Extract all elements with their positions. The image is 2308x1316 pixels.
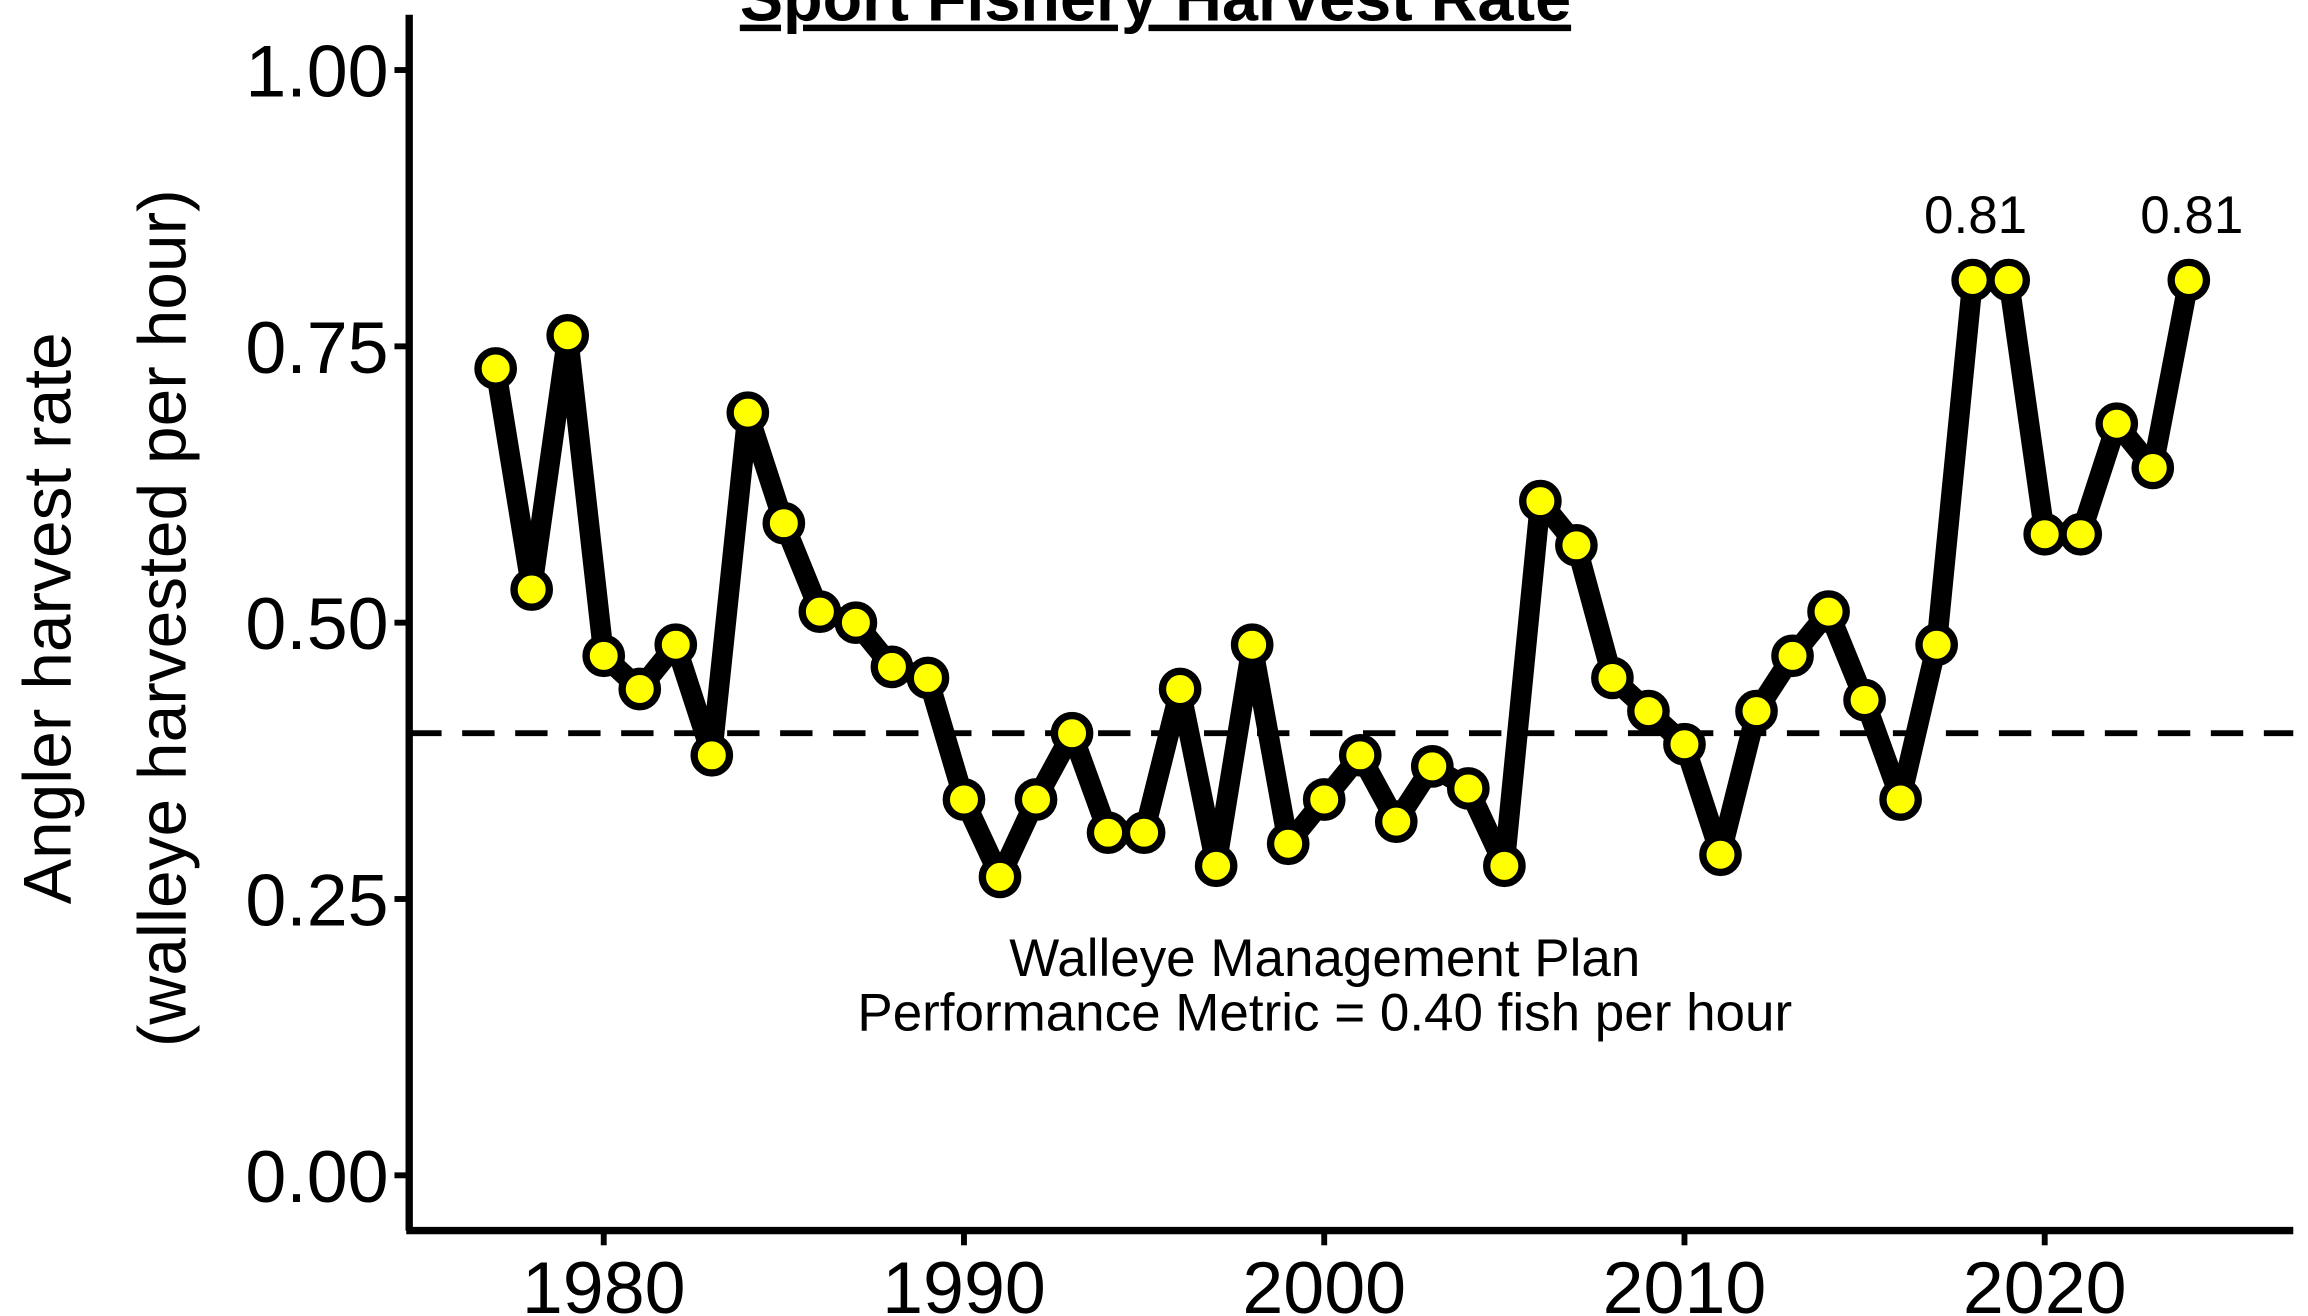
data-point xyxy=(1987,258,2031,302)
data-point xyxy=(1014,778,1058,821)
x-tick-label: 1980 xyxy=(522,1246,686,1316)
data-point xyxy=(942,778,986,821)
data-point xyxy=(1735,689,1778,733)
data-point xyxy=(1879,778,1922,821)
data-point xyxy=(1194,844,1238,888)
data-point xyxy=(546,313,590,357)
annotation: Performance Metric = 0.40 fish per hour xyxy=(857,983,1792,1042)
data-point xyxy=(1951,258,1995,302)
data-point xyxy=(1374,800,1418,843)
value-label: 0.81 xyxy=(2140,186,2243,245)
data-point xyxy=(1915,623,1958,667)
chart-title: Sport Fishery Harvest Rate xyxy=(740,0,1571,35)
data-point xyxy=(906,656,950,700)
data-point xyxy=(474,347,518,390)
data-point xyxy=(1483,844,1526,888)
data-point xyxy=(798,590,842,633)
data-point xyxy=(2167,258,2211,302)
x-tick-label: 2010 xyxy=(1603,1246,1767,1316)
value-label: 0.81 xyxy=(1924,186,2027,245)
data-point xyxy=(1266,822,1310,866)
data-point xyxy=(510,568,554,611)
data-point xyxy=(1446,767,1490,810)
data-point xyxy=(726,391,770,435)
data-point xyxy=(618,667,662,711)
y-tick-label: 0.75 xyxy=(245,306,388,389)
data-point xyxy=(654,623,698,667)
data-point xyxy=(1807,590,1850,633)
data-point xyxy=(1086,811,1130,855)
data-point xyxy=(582,634,626,678)
data-point xyxy=(1158,667,1202,711)
data-point xyxy=(978,855,1022,899)
data-point xyxy=(2023,512,2067,556)
data-point xyxy=(690,733,734,777)
annotation: Walleye Management Plan xyxy=(1009,929,1640,988)
x-tick-label: 1990 xyxy=(882,1246,1046,1316)
data-point xyxy=(1519,479,1562,523)
y-tick-label: 0.25 xyxy=(245,858,388,941)
data-point xyxy=(2131,446,2175,490)
y-tick-label: 1.00 xyxy=(245,30,388,113)
data-point xyxy=(2059,512,2103,556)
y-tick-label: 0.00 xyxy=(245,1135,388,1218)
data-point xyxy=(1122,811,1166,855)
x-tick-label: 2020 xyxy=(1963,1246,2127,1316)
data-point xyxy=(762,501,806,545)
data-point xyxy=(1338,733,1382,777)
data-point xyxy=(2095,402,2139,446)
data-point xyxy=(1699,833,1742,877)
data-point xyxy=(1050,711,1094,755)
data-point xyxy=(1663,722,1706,766)
data-point xyxy=(1302,778,1346,821)
data-line xyxy=(485,269,2199,888)
data-point xyxy=(1843,678,1886,722)
y-tick-label: 0.50 xyxy=(245,582,388,665)
data-point xyxy=(1230,623,1274,667)
x-tick-label: 2000 xyxy=(1242,1246,1406,1316)
data-point xyxy=(834,601,878,645)
data-point xyxy=(1410,745,1454,788)
y-axis-label: (walleye harvested per hour) xyxy=(125,189,200,1047)
data-point xyxy=(1627,689,1670,733)
data-point xyxy=(870,645,914,689)
y-axis-label: Angler harvest rate xyxy=(11,332,86,904)
data-point xyxy=(1555,523,1598,567)
data-point xyxy=(1591,656,1634,700)
data-point xyxy=(1771,634,1814,678)
